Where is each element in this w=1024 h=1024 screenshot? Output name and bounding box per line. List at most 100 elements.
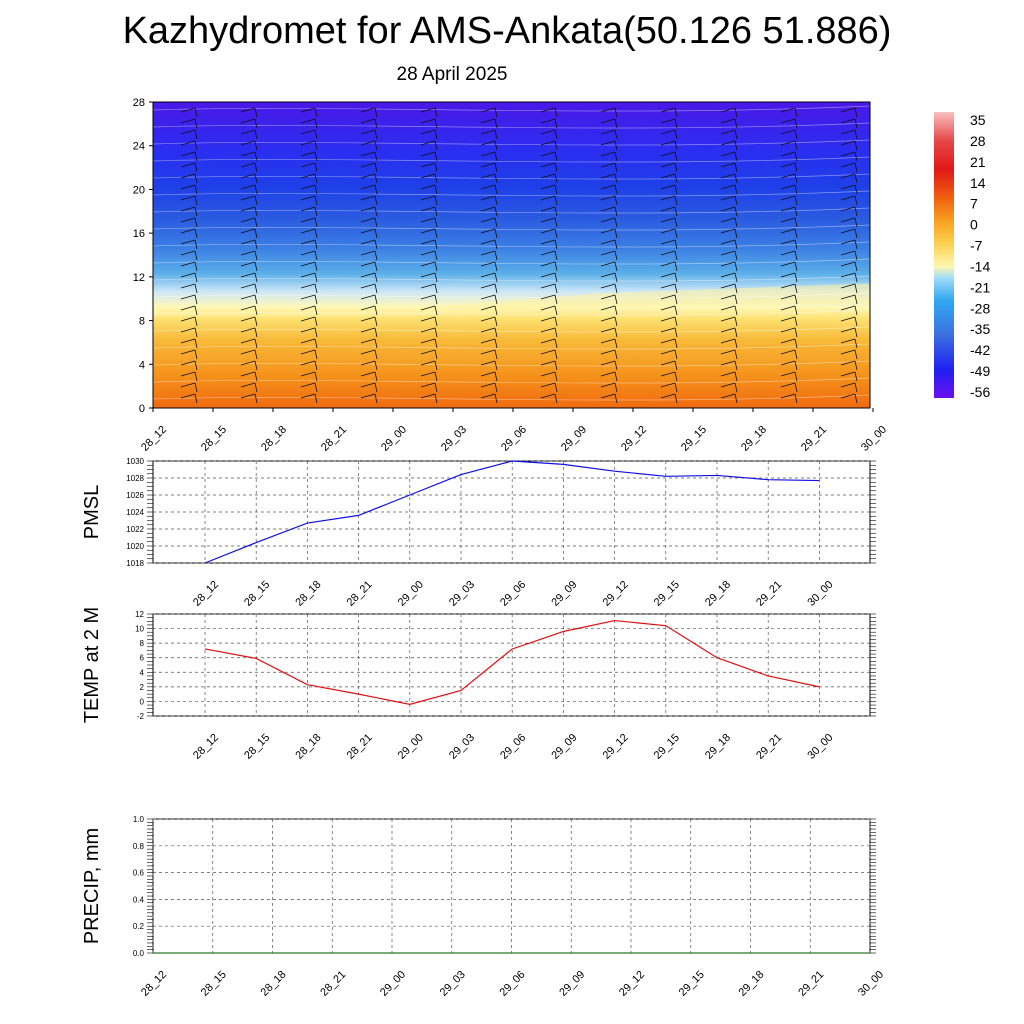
wind-barb-staff <box>194 371 198 382</box>
wind-barb-flag <box>660 173 676 179</box>
wind-barb-flag <box>180 283 196 289</box>
wind-barb-flag <box>600 371 616 377</box>
wind-barb-staff <box>434 129 438 140</box>
wind-barb-flag <box>300 261 316 267</box>
wind-barb-flag <box>360 305 376 311</box>
wind-barb-staff <box>254 272 258 283</box>
wind-barb-staff <box>794 272 798 283</box>
wind-barb-staff <box>674 371 678 382</box>
isotherm-line <box>153 190 870 197</box>
wind-barb-staff <box>254 261 258 272</box>
wind-barb-staff <box>194 360 198 371</box>
wind-barb-flag <box>540 129 556 135</box>
x-tick-label: 29_15 <box>679 424 709 454</box>
wind-barb-flag <box>180 239 196 245</box>
wind-barb-flag <box>360 206 376 212</box>
wind-barb-staff <box>674 239 678 250</box>
wind-barb-staff <box>734 305 738 316</box>
wind-barb-staff <box>194 195 198 206</box>
wind-barb-flag <box>300 162 316 168</box>
wind-barb-flag <box>840 250 856 256</box>
wind-barb-flag <box>420 140 436 146</box>
wind-barb-staff <box>374 206 378 217</box>
wind-barb-staff <box>674 338 678 349</box>
wind-barb-flag <box>540 327 556 333</box>
wind-barb-flag <box>420 118 436 124</box>
wind-barb-flag <box>660 283 676 289</box>
wind-barb-staff <box>194 294 198 305</box>
wind-barb-flag <box>840 261 856 267</box>
wind-barb-staff <box>254 294 258 305</box>
isotherm-line <box>153 275 870 282</box>
wind-barb-staff <box>794 250 798 261</box>
wind-barb-flag <box>300 107 316 113</box>
wind-barb-flag <box>480 228 496 234</box>
wind-barb-staff <box>254 316 258 327</box>
wind-barb-staff <box>915 350 917 359</box>
x-tick-label: 30_00 <box>856 969 886 999</box>
wind-barb-staff <box>314 393 318 404</box>
wind-barb-staff <box>854 118 858 129</box>
wind-barb-staff <box>374 294 378 305</box>
x-tick-label: 29_00 <box>378 969 408 999</box>
wind-barb-staff <box>494 349 498 360</box>
wind-barb-staff <box>374 107 378 118</box>
y-tick-label: 0.0 <box>133 949 145 958</box>
wind-barb-flag <box>360 360 376 366</box>
wind-barb-staff <box>734 140 738 151</box>
wind-barb-flag <box>840 173 856 179</box>
wind-barb-staff <box>194 228 198 239</box>
wind-barb-staff <box>794 151 798 162</box>
colorbar-label: -49 <box>970 363 990 379</box>
y-tick-label: 28 <box>133 97 145 109</box>
wind-barb-flag <box>660 393 676 399</box>
wind-barb-staff <box>614 129 618 140</box>
wind-barb-staff <box>674 283 678 294</box>
y-tick-label: 0 <box>139 403 145 415</box>
wind-barb-staff <box>254 360 258 371</box>
wind-barb-flag <box>600 151 616 157</box>
wind-barb-flag <box>240 305 256 311</box>
wind-barb-staff <box>554 360 558 371</box>
isotherm-line <box>153 241 870 248</box>
wind-barb-flag <box>720 327 736 333</box>
wind-barb-staff <box>734 327 738 338</box>
wind-barb-staff <box>854 371 858 382</box>
colorbar: 35 28 21 14 7 0 -7 -14 -21 -28 -35 -42 -49 -56 <box>934 112 990 400</box>
x-tick-label: 29_03 <box>447 579 477 609</box>
wind-barb-flag <box>780 140 796 146</box>
wind-barb-staff <box>734 129 738 140</box>
wind-barb-flag <box>780 360 796 366</box>
wind-barb-flag <box>420 349 436 355</box>
wind-barb-flag <box>360 393 376 399</box>
y-tick-label: -2 <box>137 712 145 721</box>
wind-barb-flag <box>480 283 496 289</box>
wind-barb-staff <box>614 382 618 393</box>
wind-barb-flag <box>420 250 436 256</box>
wind-barb-staff <box>434 162 438 173</box>
wind-barb-flag <box>901 163 915 167</box>
wind-barb-flag <box>240 349 256 355</box>
wind-barb-staff <box>734 184 738 195</box>
wind-barb-flag <box>660 272 676 278</box>
wind-barb-staff <box>434 118 438 129</box>
wind-barb-flag <box>360 272 376 278</box>
wind-barb-flag <box>480 349 496 355</box>
x-tick-label: 28_18 <box>293 579 323 609</box>
wind-barb-flag <box>540 349 556 355</box>
wind-barb-flag <box>901 339 915 343</box>
wind-barb-flag <box>660 129 676 135</box>
wind-barb-flag <box>300 118 316 124</box>
wind-barb-flag <box>600 393 616 399</box>
wind-barb-flag <box>180 129 196 135</box>
wind-barb-flag <box>240 118 256 124</box>
wind-barb-flag <box>840 371 856 377</box>
wind-barb-staff <box>434 217 438 228</box>
wind-barb-flag <box>600 272 616 278</box>
x-tick-label: 28_12 <box>139 424 169 454</box>
isotherm-line <box>153 309 870 316</box>
wind-barb-flag <box>480 217 496 223</box>
wind-barb-staff <box>794 173 798 184</box>
wind-barb-flag <box>840 272 856 278</box>
wind-barb-staff <box>915 119 917 128</box>
